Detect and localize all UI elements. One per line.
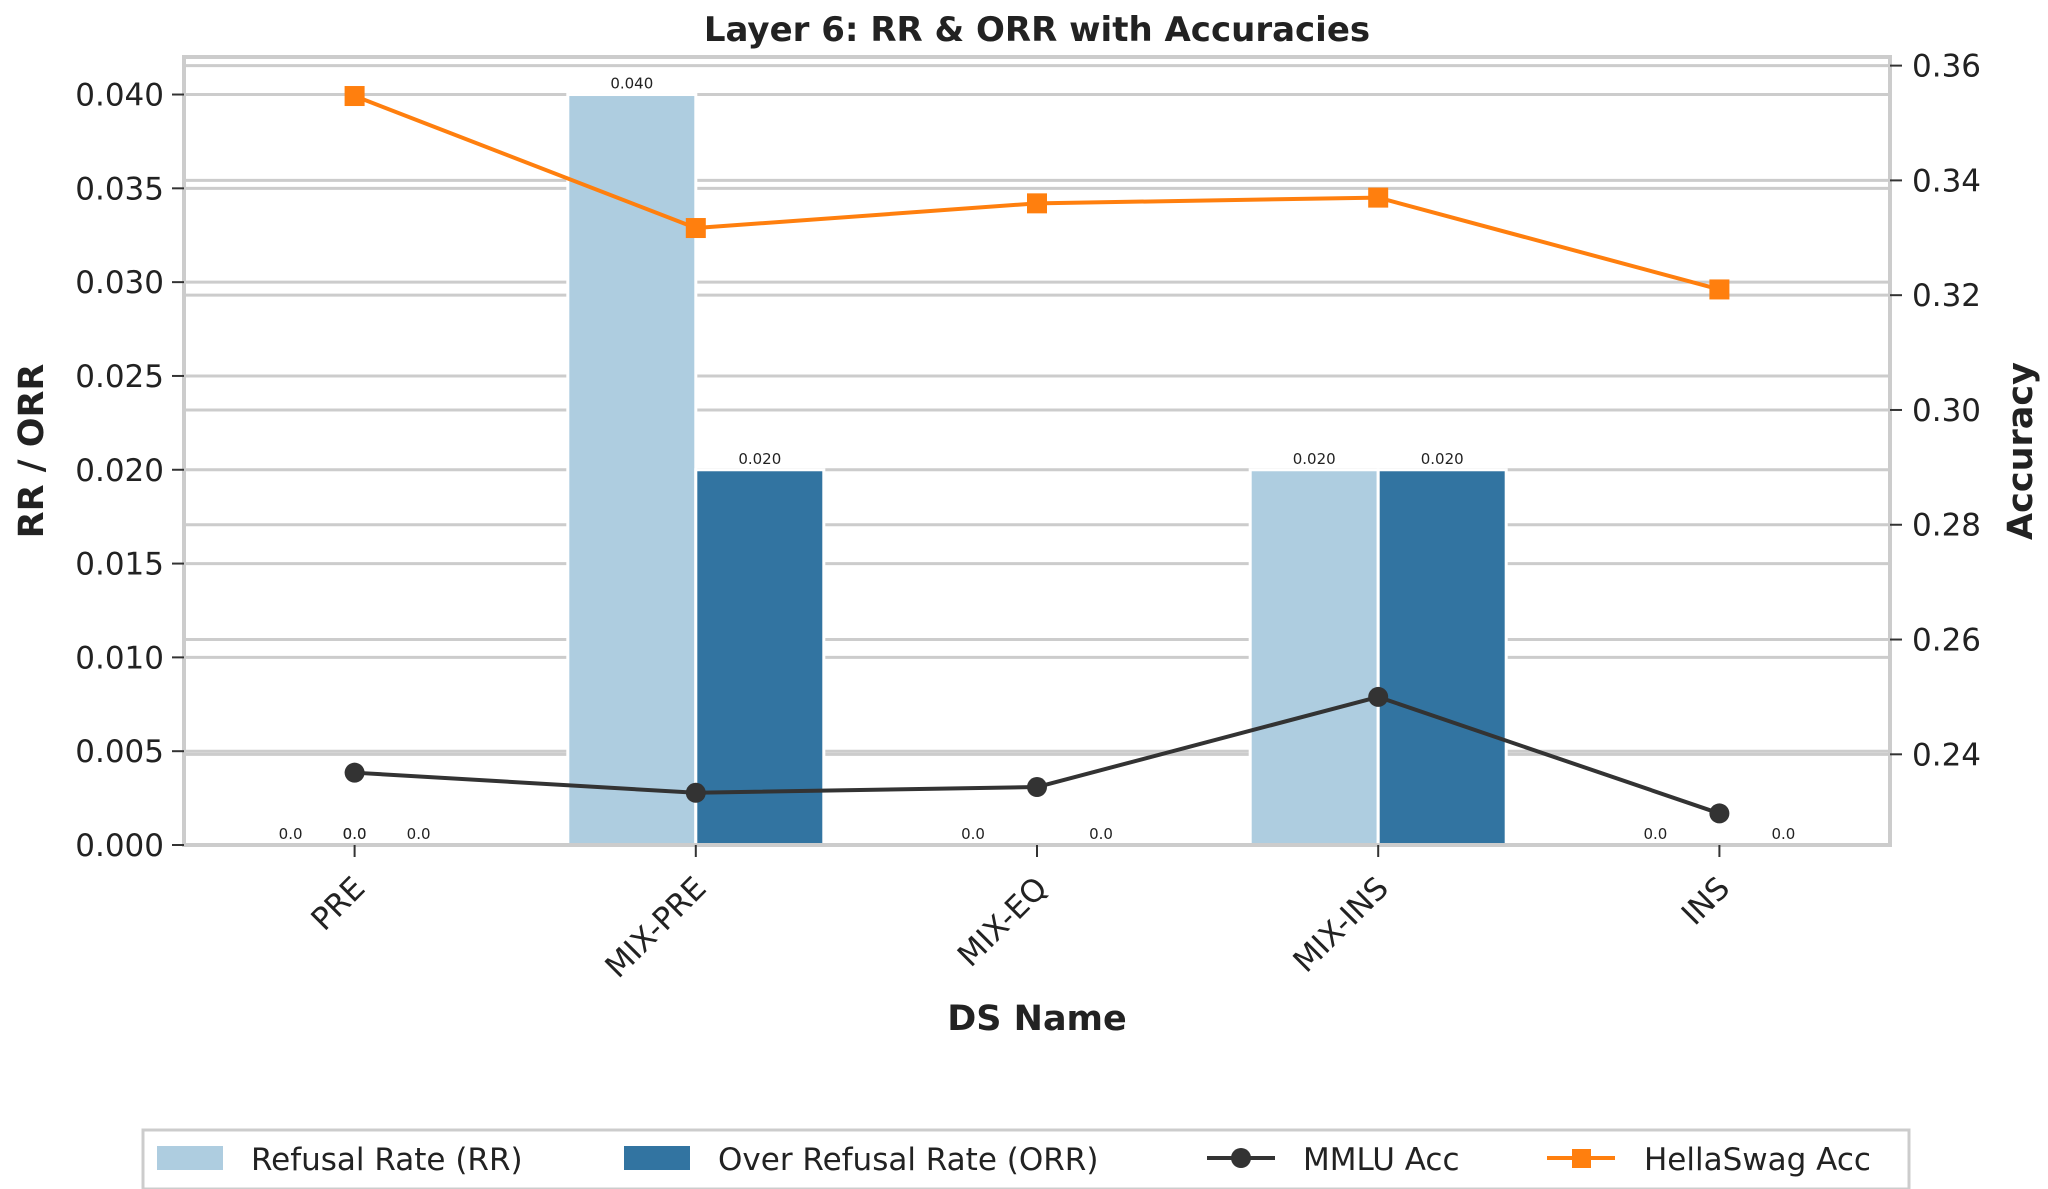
y-tick-label-left: 0.020 xyxy=(75,453,164,489)
legend-label-rr: Refusal Rate (RR) xyxy=(251,1142,523,1178)
bar-label-extra: 0.0 xyxy=(343,825,367,843)
x-tick-label: MIX-EQ xyxy=(951,870,1055,974)
y-tick-label-left: 0.025 xyxy=(75,359,164,395)
legend-marker-hellaswag xyxy=(1572,1149,1591,1168)
bar-label-extra: 0.0 xyxy=(343,825,367,843)
y-tick-label-left: 0.035 xyxy=(75,171,164,207)
legend-swatch-orr xyxy=(624,1146,690,1170)
y-axis-right-ticks: 0.24 0.26 0.28 0.30 0.32 0.34 0.36 xyxy=(1890,49,1981,773)
bar-label-orr: 0.0 xyxy=(1771,825,1795,843)
marker-mmlu xyxy=(1368,686,1389,707)
bar-rr xyxy=(566,93,698,847)
bar-label-orr: 0.020 xyxy=(738,450,781,468)
bar-label-rr: 0.0 xyxy=(1643,825,1667,843)
bar-label-rr: 0.020 xyxy=(1293,450,1336,468)
lines xyxy=(344,86,1730,824)
bar-label-rr: 0.0 xyxy=(961,825,985,843)
bar-orr xyxy=(1376,468,1508,847)
bar-label-orr: 0.0 xyxy=(1089,825,1113,843)
x-tick-label: MIX-PRE xyxy=(598,870,713,985)
y-tick-label-left: 0.000 xyxy=(75,828,164,864)
legend-label-orr: Over Refusal Rate (ORR) xyxy=(718,1142,1098,1178)
bar-label-orr: 0.0 xyxy=(407,825,431,843)
plot-frame xyxy=(182,55,1892,847)
bar-value-labels: 0.0 0.040 0.0 0.020 0.0 0.0 0.020 0.0 0.020 0.0 0.… xyxy=(279,75,1796,843)
bar-orr xyxy=(694,468,826,847)
y-axis-right-label: Accuracy xyxy=(2001,362,2041,540)
x-tick-label: PRE xyxy=(304,870,372,938)
line-hellaswag xyxy=(353,94,1720,292)
y-tick-label-right: 0.28 xyxy=(1912,508,1981,544)
y-tick-label-right: 0.24 xyxy=(1912,737,1981,773)
y-tick-label-left: 0.015 xyxy=(75,547,164,583)
x-tick-label: MIX-INS xyxy=(1286,870,1395,979)
chart-title: Layer 6: RR & ORR with Accuracies xyxy=(704,10,1370,50)
y-tick-label-right: 0.30 xyxy=(1912,393,1981,429)
y-tick-label-right: 0.34 xyxy=(1912,163,1981,199)
marker-hellaswag xyxy=(1027,193,1047,214)
marker-mmlu xyxy=(1027,777,1047,798)
bar-rr xyxy=(1248,468,1380,847)
marker-hellaswag xyxy=(1709,279,1730,300)
x-axis-label: DS Name xyxy=(947,999,1127,1039)
y-axis-left-label: RR / ORR xyxy=(12,364,52,539)
marker-mmlu xyxy=(344,762,365,783)
marker-hellaswag xyxy=(685,218,706,239)
y-tick-label-left: 0.040 xyxy=(75,78,164,114)
y-tick-label-right: 0.26 xyxy=(1912,623,1981,659)
x-tick-label: INS xyxy=(1675,870,1737,932)
grid-right xyxy=(184,64,1890,756)
legend-marker-mmlu xyxy=(1231,1148,1251,1168)
legend-label-mmlu: MMLU Acc xyxy=(1303,1142,1460,1178)
legend-swatch-rr xyxy=(157,1146,223,1170)
y-tick-label-left: 0.030 xyxy=(75,265,164,301)
y-tick-label-right: 0.32 xyxy=(1912,278,1981,314)
y-tick-label-right: 0.36 xyxy=(1912,49,1981,85)
y-tick-label-left: 0.005 xyxy=(75,734,164,770)
y-axis-left-ticks: 0.000 0.005 0.010 0.015 0.020 0.025 0.030 0.035… xyxy=(75,78,184,864)
y-tick-label-left: 0.010 xyxy=(75,640,164,676)
bar-label-rr: 0.0 xyxy=(279,825,303,843)
marker-hellaswag xyxy=(344,86,365,107)
marker-mmlu xyxy=(1709,803,1730,824)
marker-hellaswag xyxy=(1368,187,1389,208)
marker-mmlu xyxy=(685,782,706,803)
grid-left xyxy=(184,93,1890,847)
x-axis-ticks: PRE MIX-PRE MIX-EQ MIX-INS INS xyxy=(304,845,1737,985)
legend-label-hellaswag: HellaSwag Acc xyxy=(1644,1142,1871,1178)
bar-label-orr: 0.020 xyxy=(1421,450,1464,468)
legend: Refusal Rate (RR) Over Refusal Rate (ORR… xyxy=(141,1128,1911,1189)
bar-label-rr: 0.040 xyxy=(610,75,653,93)
